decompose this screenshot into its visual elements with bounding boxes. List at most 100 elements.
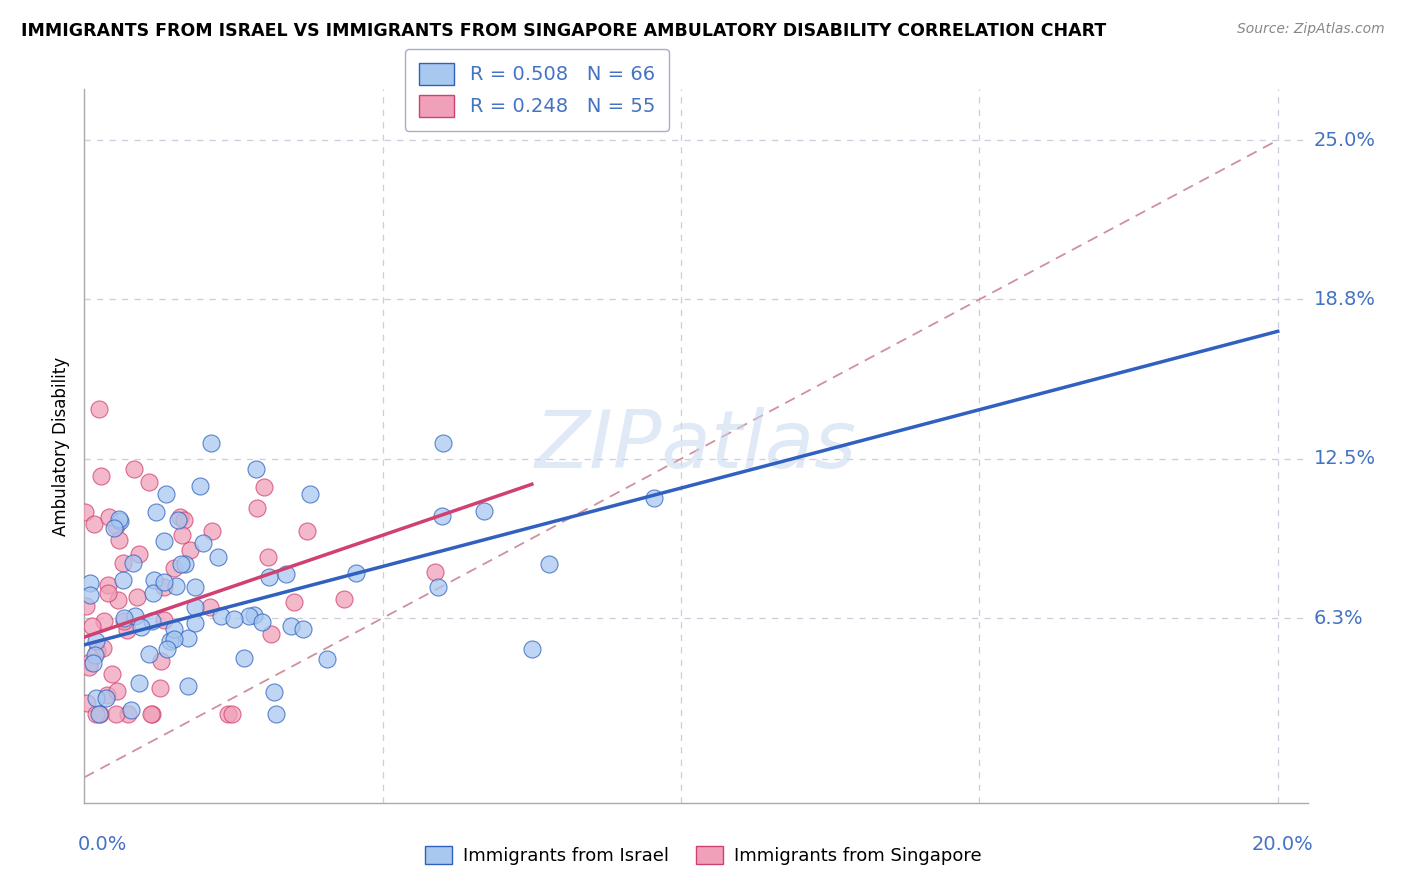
Point: [138, 647, 160, 661]
Point: [79, 576, 101, 591]
Text: ZIPatlas: ZIPatlas: [534, 407, 858, 485]
Point: [112, 614, 135, 628]
Point: [108, 514, 131, 528]
Point: [207, 550, 229, 565]
Point: [122, 462, 145, 476]
Point: [112, 574, 135, 588]
Point: [75, 599, 97, 614]
Point: [274, 567, 297, 582]
Point: [84, 633, 107, 648]
Point: [283, 594, 305, 608]
Point: [83, 648, 105, 662]
Point: [100, 666, 122, 681]
Text: 20.0%: 20.0%: [1251, 835, 1313, 854]
Point: [79, 656, 101, 670]
Point: [96, 586, 118, 600]
Point: [537, 558, 560, 572]
Point: [263, 684, 285, 698]
Point: [141, 614, 163, 628]
Point: [184, 600, 207, 615]
Point: [107, 512, 129, 526]
Point: [104, 518, 127, 533]
Point: [121, 556, 143, 570]
Point: [245, 461, 267, 475]
Point: [91, 641, 114, 656]
Point: [145, 505, 167, 519]
Point: [174, 557, 197, 571]
Point: [200, 436, 222, 450]
Point: [472, 504, 495, 518]
Point: [520, 642, 543, 657]
Point: [170, 557, 193, 571]
Point: [177, 631, 200, 645]
Point: [79, 588, 101, 602]
Point: [200, 524, 222, 538]
Point: [165, 579, 187, 593]
Point: [243, 608, 266, 623]
Legend: R = 0.508   N = 66, R = 0.248   N = 55: R = 0.508 N = 66, R = 0.248 N = 55: [405, 49, 668, 131]
Point: [179, 542, 201, 557]
Point: [257, 570, 280, 584]
Text: IMMIGRANTS FROM ISRAEL VS IMMIGRANTS FROM SINGAPORE AMBULATORY DISABILITY CORREL: IMMIGRANTS FROM ISRAEL VS IMMIGRANTS FRO…: [21, 22, 1107, 40]
Point: [82, 656, 104, 670]
Point: [87, 401, 110, 416]
Point: [87, 706, 110, 721]
Text: 25.0%: 25.0%: [1313, 130, 1375, 150]
Point: [128, 676, 150, 690]
Point: [233, 651, 256, 665]
Point: [139, 706, 162, 721]
Point: [426, 580, 449, 594]
Point: [142, 573, 165, 587]
Text: 18.8%: 18.8%: [1313, 290, 1375, 309]
Point: [86, 644, 108, 658]
Point: [299, 487, 322, 501]
Point: [184, 615, 207, 630]
Point: [264, 706, 287, 721]
Point: [138, 475, 160, 489]
Point: [153, 613, 176, 627]
Point: [209, 608, 232, 623]
Point: [184, 581, 207, 595]
Point: [84, 706, 107, 721]
Point: [221, 706, 243, 721]
Point: [280, 619, 302, 633]
Point: [295, 524, 318, 539]
Point: [224, 612, 246, 626]
Point: [142, 586, 165, 600]
Point: [93, 614, 115, 628]
Point: [344, 566, 367, 580]
Point: [159, 634, 181, 648]
Point: [129, 620, 152, 634]
Point: [125, 591, 148, 605]
Point: [107, 593, 129, 607]
Point: [97, 577, 120, 591]
Point: [173, 513, 195, 527]
Point: [105, 684, 128, 698]
Point: [643, 491, 665, 506]
Point: [77, 660, 100, 674]
Point: [425, 565, 447, 579]
Point: [246, 501, 269, 516]
Point: [333, 592, 356, 607]
Point: [112, 610, 135, 624]
Point: [432, 435, 454, 450]
Point: [188, 479, 211, 493]
Point: [163, 623, 186, 637]
Point: [89, 706, 111, 721]
Point: [82, 619, 104, 633]
Text: 12.5%: 12.5%: [1313, 450, 1376, 468]
Text: 6.3%: 6.3%: [1313, 608, 1364, 628]
Point: [76, 696, 98, 710]
Point: [124, 609, 146, 624]
Point: [94, 690, 117, 705]
Point: [177, 679, 200, 693]
Point: [141, 706, 163, 721]
Point: [238, 609, 260, 624]
Point: [162, 561, 184, 575]
Point: [200, 599, 222, 614]
Legend: Immigrants from Israel, Immigrants from Singapore: Immigrants from Israel, Immigrants from …: [416, 837, 990, 874]
Point: [169, 509, 191, 524]
Point: [117, 623, 139, 637]
Point: [167, 514, 190, 528]
Point: [260, 627, 283, 641]
